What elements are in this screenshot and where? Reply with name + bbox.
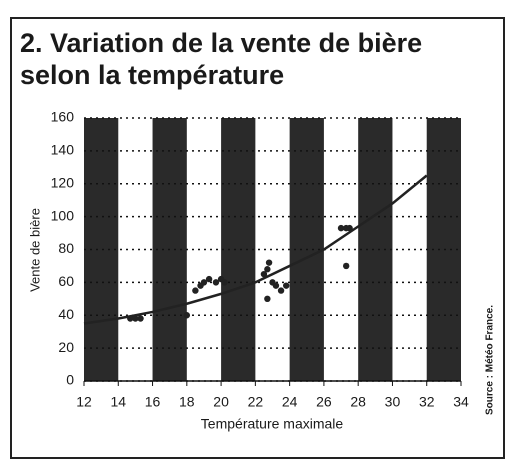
- point: [346, 224, 353, 232]
- trend-line: [83, 174, 428, 325]
- y-tick-label: 140: [51, 142, 75, 158]
- point: [127, 315, 134, 322]
- point: [137, 315, 144, 322]
- band: [358, 118, 393, 381]
- y-tick-label: 0: [66, 372, 74, 388]
- band: [221, 118, 256, 381]
- y-tick-label: 20: [58, 339, 74, 355]
- source: Source : Météo France.: [485, 305, 496, 415]
- x-tick-label: 28: [350, 394, 366, 410]
- x-tick-label: 14: [110, 394, 126, 410]
- point: [132, 315, 139, 322]
- band: [426, 118, 461, 381]
- x-tick-label: 18: [179, 394, 195, 410]
- x-tick-label: 16: [145, 394, 161, 410]
- point: [205, 275, 213, 283]
- point: [264, 266, 271, 273]
- x-tick-label: 12: [76, 394, 92, 410]
- point: [277, 287, 285, 294]
- point: [221, 279, 228, 286]
- y-tick-label: 80: [58, 240, 74, 256]
- point: [264, 295, 271, 303]
- y-tick-label: 40: [58, 306, 74, 322]
- point: [183, 312, 191, 319]
- point: [337, 224, 345, 232]
- point: [265, 259, 273, 266]
- y-tick-label: 160: [51, 109, 75, 125]
- x-tick-label: 24: [282, 394, 298, 410]
- chart-title: 2. Variation de la vente de bière: [20, 28, 422, 58]
- x-tick-label: 20: [213, 394, 229, 410]
- y-tick-label: 60: [58, 273, 74, 289]
- x-tick-label: 26: [316, 394, 332, 410]
- x-tick-label: 34: [453, 394, 469, 410]
- point: [260, 270, 268, 278]
- chart-title: selon la température: [20, 60, 284, 90]
- point: [342, 262, 350, 270]
- point: [212, 279, 220, 286]
- point: [192, 287, 199, 294]
- x-tick-label: 30: [385, 394, 401, 410]
- x-tick-label: 22: [248, 394, 264, 410]
- y-tick-label: 100: [51, 207, 75, 223]
- x-axis-label: Température maximale: [201, 416, 344, 432]
- point: [200, 279, 208, 286]
- point: [272, 282, 280, 289]
- frame: [10, 17, 505, 459]
- x-tick-label: 32: [419, 394, 435, 410]
- y-axis-label: Vente de bière: [27, 208, 42, 292]
- point: [283, 282, 290, 289]
- band: [84, 118, 119, 381]
- y-tick-label: 120: [51, 174, 75, 190]
